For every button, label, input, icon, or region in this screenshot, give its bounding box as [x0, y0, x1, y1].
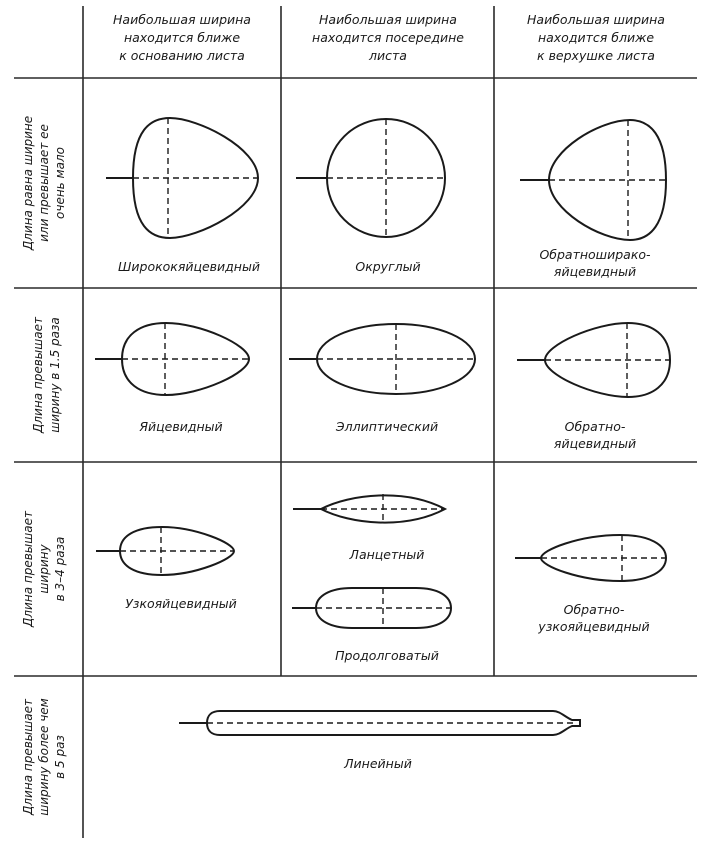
label-lanceolate: Ланцетный — [349, 547, 425, 562]
leaf-oblong-icon — [292, 587, 453, 629]
row-header-1-line1: Длина равна ширине — [21, 116, 35, 251]
label-orbicular: Округлый — [355, 259, 420, 274]
table-grid — [14, 6, 697, 838]
label-obovate-broad-line1: Обратноширако- — [539, 247, 651, 262]
label-narrow-obovate-line2: узкояйцевидный — [537, 619, 649, 634]
leaf-elliptic-icon — [289, 323, 476, 395]
label-ovate: Яйцевидный — [138, 419, 222, 434]
label-elliptic: Эллиптический — [335, 419, 438, 434]
leaf-linear-icon — [179, 710, 581, 736]
column-header-2-line2: находится посередине — [312, 30, 464, 45]
column-header-1-line2: находится ближе — [124, 30, 240, 45]
column-header-3-line1: Наибольшая ширина — [527, 12, 665, 27]
leaf-obovate-icon — [517, 321, 672, 399]
leaf-narrow-obovate-icon — [515, 533, 668, 583]
leaf-orbicular-icon — [296, 118, 446, 238]
row-header-2: Длина превышает ширину в 1.5 раза — [31, 316, 62, 434]
label-broad-ovate: Ширококяйцевидный — [118, 259, 260, 274]
label-obovate-broad-line2: яйцевидный — [554, 264, 636, 279]
leaf-lanceolate-icon — [293, 494, 448, 524]
row-header-1-line2: или превышает ее — [37, 124, 51, 242]
row-header-4-line2: ширину более чем — [37, 698, 51, 815]
leaf-broad-ovate-icon — [106, 116, 260, 240]
row-header-3-line1: Длина превышает — [21, 510, 35, 628]
label-narrow-ovate: Узкояйцевидный — [125, 596, 237, 611]
row-header-4: Длина превышает ширину более чем в 5 раз — [21, 698, 67, 816]
column-header-2-line1: Наибольшая ширина — [319, 12, 457, 27]
row-header-4-line3: в 5 раз — [53, 735, 67, 779]
column-header-3-line3: к верхушке листа — [537, 48, 655, 63]
row-header-2-line2: ширину в 1.5 раза — [48, 317, 62, 432]
row-header-4-line1: Длина превышает — [21, 698, 35, 816]
label-obovate-line2: яйцевидный — [554, 436, 636, 451]
column-header-2-line3: листа — [368, 48, 407, 63]
row-header-3-line2: ширину — [37, 544, 51, 594]
column-header-3-line2: находится ближе — [538, 30, 654, 45]
label-obovate-line1: Обратно- — [565, 419, 626, 434]
row-header-1-line3: очень мало — [53, 147, 67, 219]
label-oblong: Продолговатый — [335, 648, 439, 663]
row-header-1: Длина равна ширине или превышает ее очен… — [21, 116, 67, 251]
row-header-3-line3: в 3–4 раза — [53, 537, 67, 602]
column-header-2: Наибольшая ширина находится посередине л… — [312, 12, 464, 63]
leaf-narrow-ovate-icon — [96, 525, 236, 577]
row-header-3: Длина превышает ширину в 3–4 раза — [21, 510, 67, 628]
column-header-3: Наибольшая ширина находится ближе к верх… — [527, 12, 665, 63]
column-header-1-line3: к основанию листа — [119, 48, 245, 63]
column-header-1: Наибольшая ширина находится ближе к осно… — [113, 12, 251, 63]
label-narrow-obovate-line1: Обратно- — [564, 602, 625, 617]
leaf-ovate-icon — [95, 321, 251, 397]
row-header-2-line1: Длина превышает — [31, 316, 45, 434]
leaf-obovate-broad-icon — [520, 118, 668, 242]
label-linear: Линейный — [343, 756, 412, 771]
column-header-1-line1: Наибольшая ширина — [113, 12, 251, 27]
